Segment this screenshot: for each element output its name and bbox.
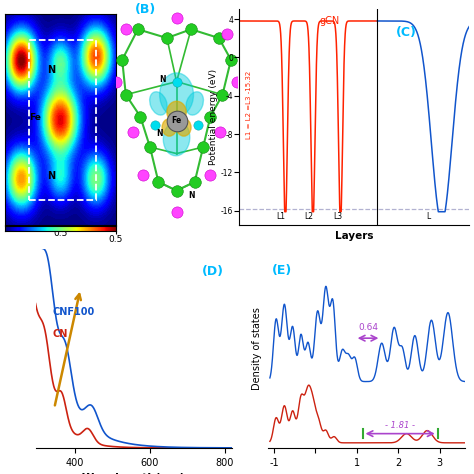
Point [151, 121, 159, 129]
Point [215, 34, 223, 42]
Point [187, 26, 195, 33]
Point [173, 78, 180, 85]
Point [219, 91, 226, 99]
X-axis label: Wavelength(nm): Wavelength(nm) [82, 473, 186, 474]
Point [227, 56, 235, 64]
Point [129, 128, 137, 136]
X-axis label: E-E$_f$ (eV): E-E$_f$ (eV) [339, 473, 393, 474]
Ellipse shape [172, 114, 182, 128]
Text: gCN: gCN [320, 16, 340, 26]
Point [134, 26, 142, 33]
Text: N: N [47, 65, 55, 75]
Bar [29, 39, 96, 200]
Point [118, 56, 126, 64]
Point [216, 128, 224, 136]
Text: L1: L1 [276, 212, 285, 221]
Text: L1 = L2 =L3 -15.32: L1 = L2 =L3 -15.32 [246, 71, 252, 139]
Point [122, 91, 129, 99]
Text: L: L [426, 212, 430, 221]
Text: CN: CN [53, 329, 68, 339]
Point [191, 178, 199, 186]
Point [146, 143, 154, 151]
Text: Fe: Fe [172, 117, 182, 125]
Text: N: N [47, 171, 55, 181]
Point [173, 117, 180, 125]
Text: L2: L2 [304, 212, 313, 221]
Ellipse shape [160, 73, 193, 117]
Ellipse shape [162, 118, 176, 136]
Point [233, 78, 241, 85]
Ellipse shape [186, 92, 203, 115]
Ellipse shape [164, 121, 190, 156]
Point [207, 172, 214, 179]
Point [122, 26, 129, 33]
Point [155, 178, 162, 186]
Text: Fe: Fe [29, 113, 41, 122]
Text: - 1.81 -: - 1.81 - [385, 420, 415, 429]
Text: (B): (B) [135, 3, 156, 16]
Text: L3: L3 [334, 212, 343, 221]
Text: CNF100: CNF100 [53, 307, 95, 317]
Text: N: N [188, 191, 194, 200]
Point [200, 143, 207, 151]
Point [173, 209, 180, 216]
Ellipse shape [150, 92, 167, 115]
Text: (D): (D) [202, 265, 224, 278]
Point [163, 34, 171, 42]
Text: 0.64: 0.64 [358, 322, 378, 331]
Text: (E): (E) [272, 264, 292, 277]
Point [173, 15, 180, 22]
Text: (C): (C) [396, 27, 417, 39]
Point [112, 78, 120, 85]
X-axis label: Layers: Layers [335, 231, 374, 241]
Y-axis label: Density of states: Density of states [252, 307, 262, 390]
Text: N: N [159, 75, 165, 84]
Point [137, 113, 144, 120]
Ellipse shape [176, 118, 191, 136]
Ellipse shape [167, 101, 186, 123]
Point [139, 172, 146, 179]
Point [194, 121, 202, 129]
Point [224, 30, 231, 37]
Point [173, 187, 180, 194]
Point [207, 113, 214, 120]
Y-axis label: Potential energy (eV): Potential energy (eV) [209, 69, 218, 165]
Text: N: N [156, 129, 163, 138]
